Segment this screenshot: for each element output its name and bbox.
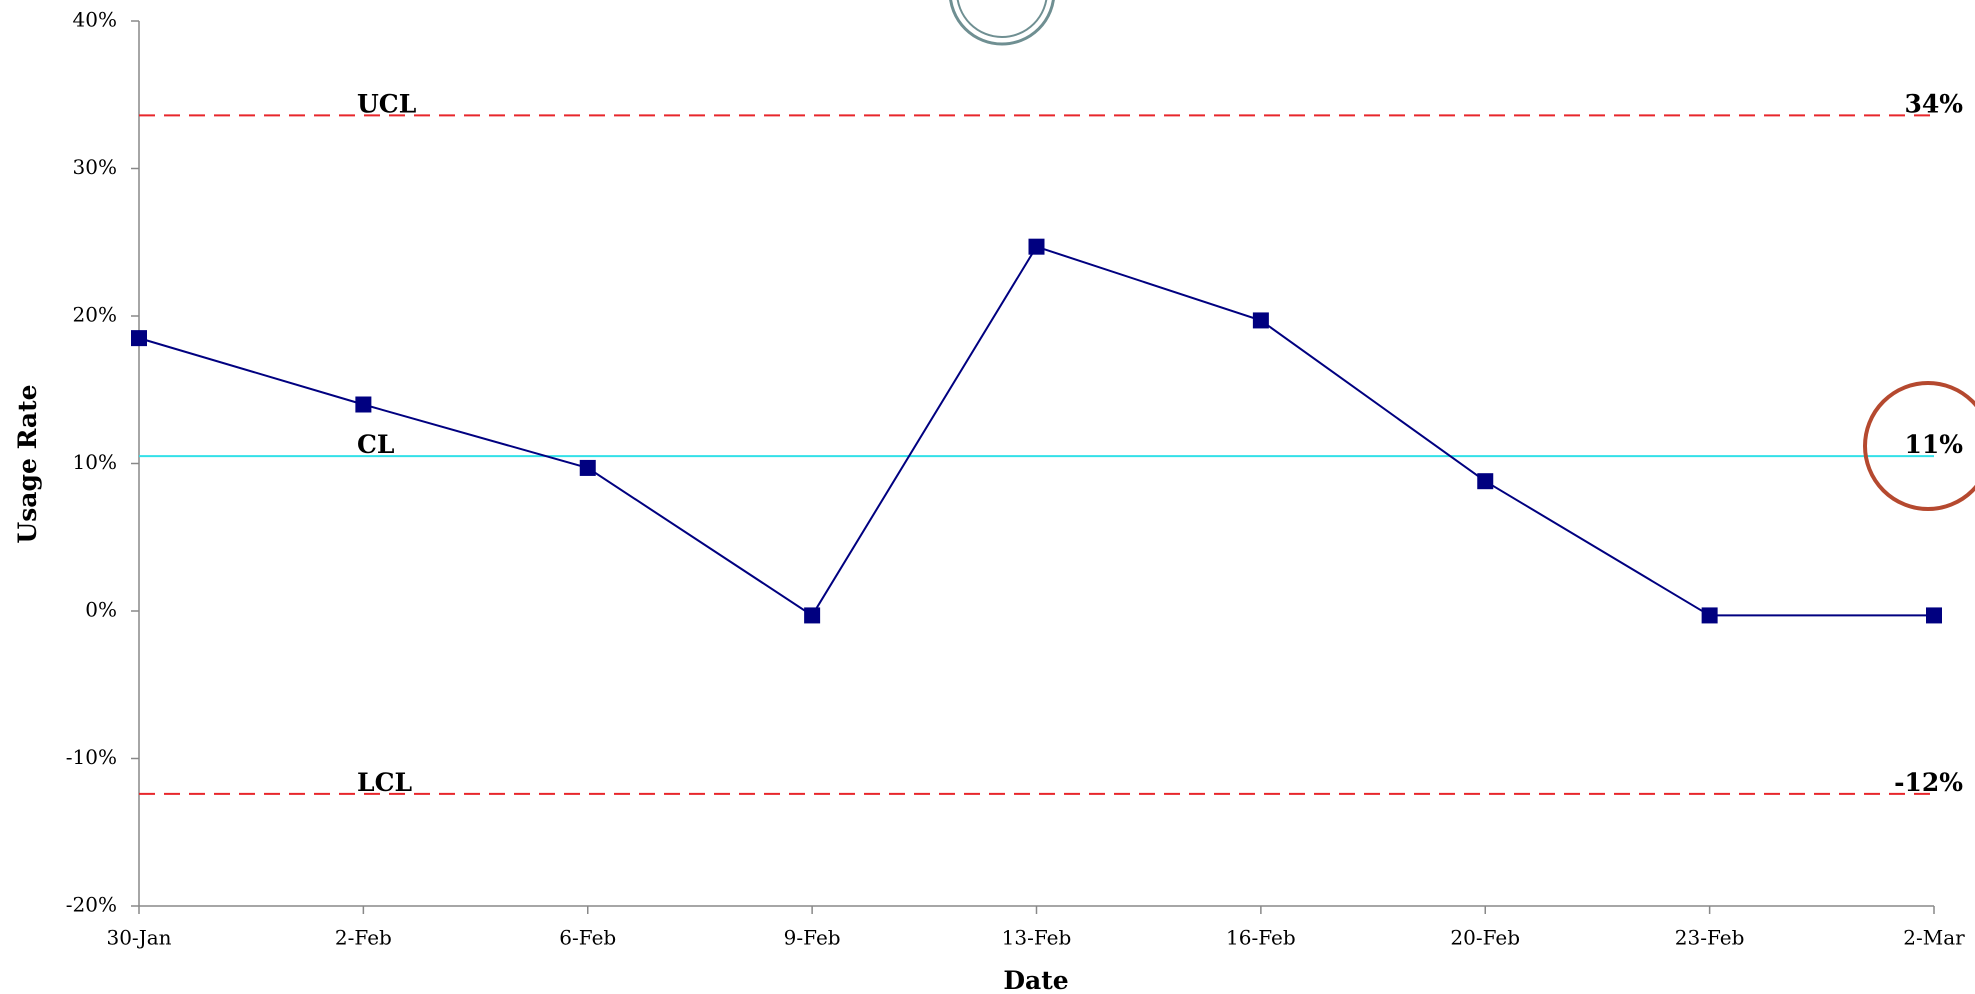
x-tick-label: 9-Feb (784, 926, 841, 950)
data-point (579, 459, 596, 476)
decor-circle (956, 0, 1048, 38)
x-tick-label: 13-Feb (1002, 926, 1072, 950)
x-tick-label: 16-Feb (1226, 926, 1296, 950)
y-tick-label: 40% (73, 8, 117, 32)
highlight-circle (1863, 381, 1975, 511)
data-line (138, 245, 1934, 617)
y-tick-label: 20% (73, 303, 117, 327)
data-point (1028, 238, 1045, 255)
y-tick-label: -20% (66, 893, 117, 917)
control-line-value: 11% (1904, 430, 1963, 459)
data-point (1926, 607, 1942, 624)
x-tick-label: 6-Feb (559, 926, 616, 950)
control-line-label: UCL (357, 89, 417, 118)
y-axis-label: Usage Rate (13, 384, 42, 543)
y-tick-label: 10% (73, 450, 117, 474)
data-point (804, 607, 821, 624)
y-tick-label: -10% (66, 745, 117, 769)
data-point (1701, 607, 1718, 624)
y-tick-label: 0% (85, 598, 117, 622)
x-tick-label: 30-Jan (106, 926, 171, 950)
data-point (355, 396, 372, 413)
control-line-value: 34% (1904, 89, 1963, 118)
x-tick-label: 2-Feb (335, 926, 392, 950)
data-point (1477, 473, 1494, 490)
control-line-label: CL (357, 430, 395, 459)
x-axis-label: Date (1003, 966, 1068, 994)
control-line-value: -12% (1894, 768, 1963, 797)
data-point (131, 330, 147, 347)
control-line-label: LCL (357, 768, 412, 797)
decor-circle (949, 0, 1055, 46)
x-tick-label: 2-Mar (1903, 926, 1965, 950)
data-point (1252, 312, 1269, 329)
x-tick-label: 20-Feb (1450, 926, 1520, 950)
x-tick-label: 23-Feb (1675, 926, 1745, 950)
y-tick-label: 30% (73, 155, 117, 179)
